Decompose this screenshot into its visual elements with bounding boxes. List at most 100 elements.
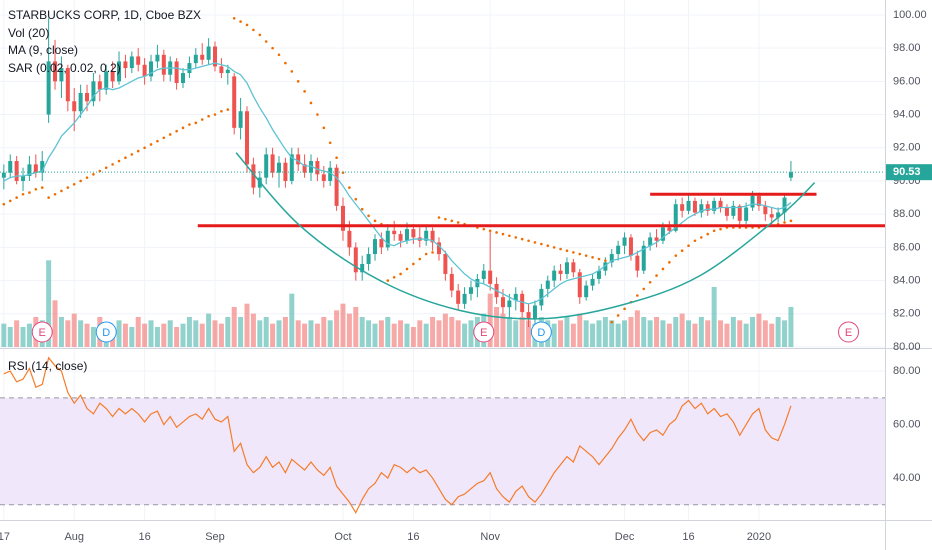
volume-bar (430, 317, 436, 347)
candle-body (308, 161, 313, 173)
candle-body (513, 293, 518, 301)
sar-dot (316, 113, 319, 116)
x-tick-label: 17 (0, 531, 10, 543)
candle-body (136, 56, 141, 65)
candle-body (712, 200, 717, 211)
sar-dot (655, 274, 658, 277)
sar-dot (296, 80, 300, 83)
x-tick-label: Oct (334, 531, 351, 543)
volume-bar (641, 317, 647, 347)
volume-bar (558, 320, 564, 347)
candle-body (404, 229, 409, 241)
candle-body (53, 61, 58, 82)
volume-bar (500, 313, 506, 347)
candle-body (1, 172, 6, 178)
candle-body (603, 262, 608, 271)
volume-bar (193, 320, 199, 347)
sar-dot (303, 90, 306, 93)
sar-dot (28, 191, 31, 194)
x-tick-label: 2020 (747, 531, 771, 543)
candle-body (315, 161, 320, 175)
volume-bar (711, 287, 717, 347)
sar-dot (648, 280, 652, 284)
sar-dot (8, 199, 12, 203)
volume-bar (52, 300, 58, 347)
candle-body (520, 293, 525, 313)
sar-dot (712, 229, 716, 233)
volume-bar (65, 320, 71, 347)
volume-bar (186, 317, 192, 347)
sar-dot (40, 186, 44, 189)
volume-bar (609, 320, 615, 347)
volume-bar (116, 320, 122, 347)
volume-bar (622, 320, 628, 347)
volume-bar (423, 323, 429, 347)
candle-body (245, 111, 250, 165)
candle-body (577, 272, 582, 298)
volume-bar (314, 323, 320, 347)
candle-body (270, 154, 275, 173)
candle-body (200, 54, 205, 60)
sar-dot (111, 163, 114, 166)
candle-body (699, 204, 704, 213)
sar-dot (546, 244, 550, 248)
sar-dot (399, 272, 402, 276)
volume-bar (692, 323, 698, 347)
candle-body (635, 255, 640, 271)
sar-dot (559, 247, 562, 251)
volume-bar (519, 317, 525, 347)
volume-bar (295, 320, 301, 347)
sar-dot (47, 196, 50, 199)
volume-bar (654, 317, 660, 347)
sar-dot (431, 251, 434, 254)
volume-bar (180, 323, 186, 347)
candle-body (641, 245, 646, 271)
sar-dot (373, 219, 377, 223)
volume-bar (270, 323, 276, 347)
candle-body (225, 69, 230, 74)
candle-body (321, 174, 326, 181)
volume-bar (551, 323, 557, 347)
candle-body (756, 195, 761, 206)
volume-bar (698, 317, 704, 347)
sar-dot (706, 232, 710, 236)
sar-dot (700, 236, 703, 239)
candle-body (430, 230, 435, 243)
volume-bar (705, 320, 711, 347)
y-tick-label: 94.00 (893, 108, 921, 120)
candle-body (353, 247, 358, 273)
last-price-box (886, 164, 932, 181)
volume-bar (570, 323, 576, 347)
sar-dot (520, 237, 524, 241)
sar-dot (354, 197, 358, 201)
volume-bar (730, 317, 736, 347)
volume-bar (14, 320, 20, 347)
legend-ma: MA (9, close) (8, 43, 78, 57)
volume-bar (129, 327, 135, 347)
volume-bar (372, 323, 378, 347)
legend-volume: Vol (20) (8, 26, 49, 40)
candle-body (609, 254, 614, 263)
candle-body (660, 227, 665, 241)
candle-body (91, 81, 96, 102)
sar-dot (335, 156, 338, 160)
x-tick-label: Dec (615, 531, 635, 543)
volume-bar (462, 323, 468, 347)
volume-bar (353, 307, 359, 347)
volume-bar (417, 320, 423, 347)
volume-bar (154, 327, 160, 347)
rsi-line (3, 356, 792, 515)
sar-dot (213, 113, 217, 116)
candle-body (302, 164, 307, 173)
candle-body (219, 66, 224, 74)
rsi-tick-label: 80.00 (893, 365, 921, 377)
volume-bar (660, 320, 666, 347)
event-marker (530, 321, 552, 343)
x-tick-label: Nov (480, 531, 500, 543)
sar-dot (616, 314, 620, 317)
candle-body (161, 54, 166, 75)
sar-dot (450, 219, 454, 223)
